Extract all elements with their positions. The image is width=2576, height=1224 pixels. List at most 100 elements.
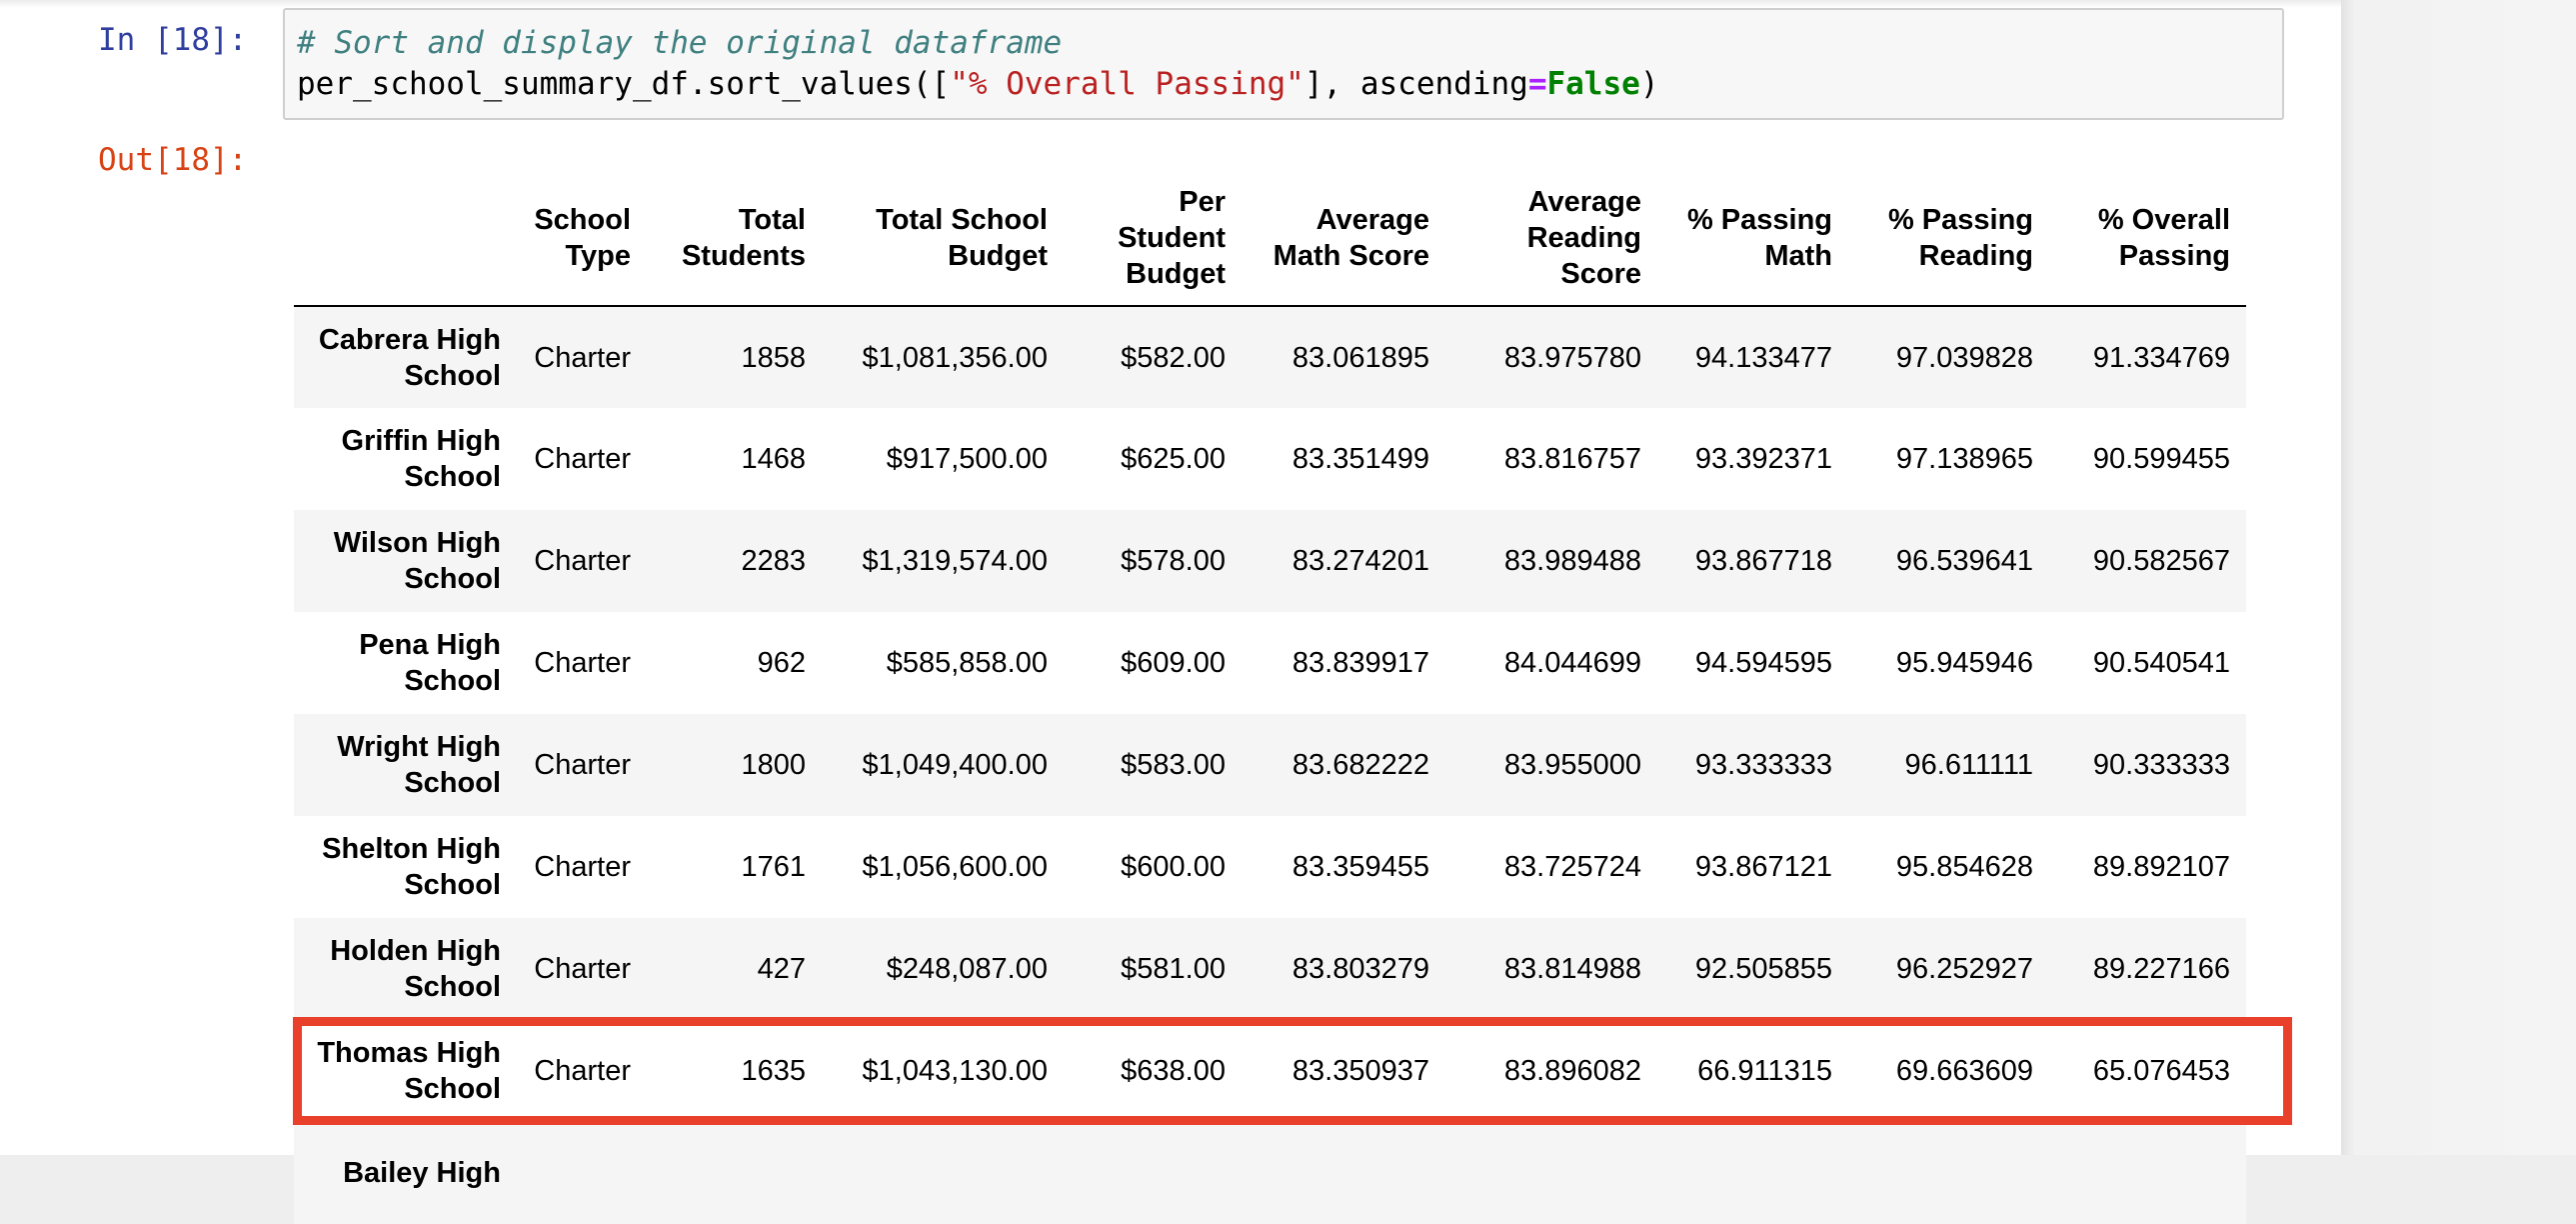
row-index-label: Bailey High	[343, 1157, 501, 1189]
table-cell: 83.359455	[1291, 851, 1429, 883]
table-cell: $582.00	[1121, 341, 1226, 374]
table-cell: 83.975780	[1503, 341, 1641, 374]
dataframe-table: School Type Total Students Total School …	[294, 170, 2246, 1224]
row-index-label: Cabrera High School	[318, 323, 501, 392]
table-cell: 96.252927	[1895, 953, 2033, 985]
table-row: Bailey High	[294, 1122, 2246, 1224]
code-comment: # Sort and display the original datafram…	[297, 25, 1063, 61]
table-cell: $581.00	[1121, 953, 1226, 985]
table-cell	[1242, 1122, 1445, 1224]
table-cell: 97.138965	[1895, 443, 2033, 475]
table-cell	[1657, 1122, 1848, 1224]
table-row: Holden High School Charter 427 $248,087.00 $…	[294, 918, 2246, 1020]
table-cell: 93.333333	[1694, 749, 1832, 781]
code-keyword: False	[1546, 66, 1640, 102]
row-index-label: Shelton High School	[322, 833, 501, 901]
table-cell: 83.351499	[1291, 443, 1429, 475]
table-cell	[822, 1122, 1064, 1224]
table-cell: 83.816757	[1503, 443, 1641, 475]
table-cell	[517, 1122, 647, 1224]
table-cell: 66.911315	[1697, 1055, 1832, 1087]
table-cell: 92.505855	[1694, 953, 1832, 985]
row-index-label: Pena High School	[359, 629, 501, 697]
table-cell: 83.682222	[1291, 749, 1429, 781]
code-call: per_school_summary_df.sort_values([	[297, 66, 951, 102]
page-margin	[2341, 0, 2576, 1155]
table-cell: $1,319,574.00	[862, 545, 1048, 577]
table-cell: 1858	[741, 341, 806, 374]
table-cell: $625.00	[1121, 443, 1226, 475]
table-row: Wilson High School Charter 2283 $1,319,574.…	[294, 510, 2246, 612]
table-cell: 83.814988	[1503, 953, 1641, 985]
table-cell: 90.540541	[2092, 647, 2230, 679]
table-cell: $917,500.00	[886, 443, 1048, 475]
row-index-label: Wilson High School	[333, 527, 501, 595]
table-cell: 94.594595	[1694, 647, 1832, 679]
table-cell: 1468	[741, 443, 806, 475]
table-cell: Charter	[534, 545, 631, 577]
table-row: Griffin High School Charter 1468 $917,500.0…	[294, 408, 2246, 510]
table-header-row: School Type Total Students Total School …	[294, 170, 2246, 307]
code-cell-editor[interactable]: # Sort and display the original datafram…	[283, 8, 2284, 120]
row-index-label: Wright High School	[337, 731, 501, 799]
code-operator: =	[1527, 66, 1547, 102]
table-cell: Charter	[534, 749, 631, 781]
table-row: Wright High School Charter 1800 $1,049,400.…	[294, 714, 2246, 816]
table-cell: $1,056,600.00	[862, 851, 1048, 883]
table-cell	[1445, 1122, 1657, 1224]
column-header: Total School Budget	[822, 170, 1064, 307]
table-cell: Charter	[534, 341, 631, 374]
table-cell: $1,049,400.00	[862, 749, 1048, 781]
column-header: Total Students	[647, 170, 822, 307]
table-cell: 962	[757, 647, 806, 679]
table-cell: 89.892107	[2092, 851, 2230, 883]
table-cell	[1848, 1122, 2049, 1224]
table-cell	[2049, 1122, 2246, 1224]
notebook-area: In [18]: # Sort and display the original…	[0, 0, 2341, 1189]
column-header: Average Reading Score	[1445, 170, 1657, 307]
code-line-comment[interactable]: # Sort and display the original datafram…	[297, 22, 1062, 64]
code-line-sort-values[interactable]: per_school_summary_df.sort_values(["% Ov…	[297, 63, 1658, 105]
table-cell: $638.00	[1121, 1055, 1226, 1087]
table-cell: Charter	[534, 851, 631, 883]
table-cell: $585,858.00	[886, 647, 1048, 679]
table-cell: 83.274201	[1291, 545, 1429, 577]
table-cell: Charter	[534, 1055, 631, 1087]
code-argument: ], ascending	[1303, 66, 1528, 102]
table-cell: $583.00	[1121, 749, 1226, 781]
table-cell: 83.350937	[1291, 1055, 1429, 1087]
table-cell: $1,043,130.00	[862, 1055, 1048, 1087]
table-cell: 427	[757, 953, 806, 985]
row-index-label: Thomas High School	[317, 1037, 501, 1105]
table-cell: 95.945946	[1895, 647, 2033, 679]
table-cell: 83.725724	[1503, 851, 1641, 883]
table-body: Cabrera High School Charter 1858 $1,081,356…	[294, 306, 2246, 1224]
table-cell: 94.133477	[1694, 341, 1832, 374]
table-cell: 91.334769	[2092, 341, 2230, 374]
table-cell: 1635	[741, 1055, 806, 1087]
table-cell: $248,087.00	[886, 953, 1048, 985]
table-cell: 83.061895	[1291, 341, 1429, 374]
table-cell: $578.00	[1121, 545, 1226, 577]
table-cell: 2283	[741, 545, 806, 577]
table-cell: 93.867718	[1694, 545, 1832, 577]
table-cell: 1761	[741, 851, 806, 883]
index-header	[294, 170, 517, 307]
table-cell: 1800	[741, 749, 806, 781]
table-cell: $600.00	[1121, 851, 1226, 883]
table-cell: Charter	[534, 443, 631, 475]
row-index-label: Griffin High School	[341, 425, 501, 493]
previous-cell-edge	[0, 0, 2341, 8]
code-string: "% Overall Passing"	[950, 66, 1304, 102]
table-cell: $1,081,356.00	[862, 341, 1048, 374]
table-cell: 84.044699	[1503, 647, 1641, 679]
table-cell: 97.039828	[1895, 341, 2033, 374]
output-prompt: Out[18]:	[98, 142, 248, 178]
row-index-label: Holden High School	[330, 935, 501, 1003]
table-row-highlighted: Thomas High School Charter 1635 $1,043,130.…	[294, 1020, 2246, 1122]
column-header: % Passing Math	[1657, 170, 1848, 307]
table-row: Shelton High School Charter 1761 $1,056,600…	[294, 816, 2246, 918]
code-close-paren: )	[1639, 66, 1659, 102]
table-row: Pena High School Charter 962 $585,858.00 $60…	[294, 612, 2246, 714]
column-header: Per Student Budget	[1064, 170, 1242, 307]
